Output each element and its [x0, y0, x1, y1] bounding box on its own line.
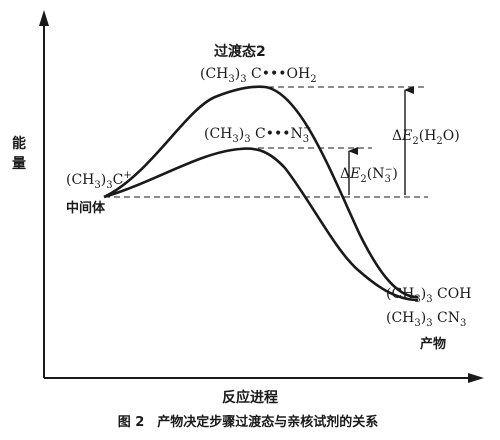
intermediate-name: 中间体: [66, 200, 106, 216]
ts2-title: 过渡态2: [214, 43, 266, 60]
curve-azide-pathway: [103, 147, 419, 302]
figure-caption: 图 2 产物决定步骤过渡态与亲核试剂的关系: [118, 414, 379, 430]
x-axis-label: 反应进程: [222, 389, 278, 406]
product-azide-label: (CH3)3 CN3: [386, 310, 466, 329]
intermediate-formula: (CH3)3C+: [66, 170, 132, 191]
product-alcohol-label: (CH3)3 COH: [386, 286, 471, 305]
ts-azide-label: (CH3)3 C•••N3−: [204, 123, 312, 145]
delta-e-azide-label: ΔE2(N3−): [340, 165, 398, 185]
x-axis-arrowhead: [468, 373, 484, 383]
ts-water-label: (CH3)3 C•••OH2: [200, 66, 317, 85]
y-axis-label-char1: 能: [12, 135, 26, 152]
delta-e-water-label: ΔE2(H2O): [392, 128, 460, 147]
y-axis-arrowhead: [39, 10, 49, 26]
product-name: 产物: [420, 336, 446, 352]
curve-water-pathway: [103, 85, 419, 299]
y-axis-label-char2: 量: [12, 156, 26, 172]
